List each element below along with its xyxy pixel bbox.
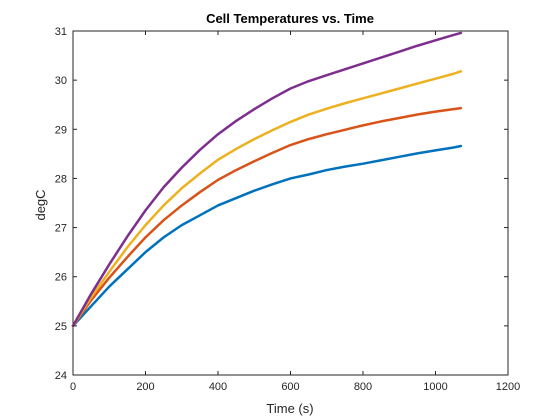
y-tick-label: 31 (55, 26, 67, 38)
chart-title: Cell Temperatures vs. Time (206, 11, 374, 26)
x-tick-label: 1200 (496, 381, 520, 393)
y-tick-label: 26 (55, 272, 67, 284)
x-tick-label: 1000 (423, 381, 447, 393)
x-tick-label: 0 (70, 381, 76, 393)
plot-area: 0 200 400 600 800 1000 1200 24 25 26 27 28 29 30 31 (55, 26, 520, 393)
y-tick-label: 30 (55, 75, 67, 87)
y-axis-label: degC (33, 189, 48, 220)
x-tick-label: 600 (281, 381, 299, 393)
series-line-4 (71, 31, 463, 328)
y-tick-label: 29 (55, 124, 67, 136)
x-tick-label: 400 (209, 381, 227, 393)
x-axis-label: Time (s) (266, 401, 313, 416)
axes-box (72, 30, 509, 376)
x-tick-label: 800 (354, 381, 372, 393)
series-line-2 (71, 106, 463, 328)
y-tick-label: 28 (55, 173, 67, 185)
series-line-3 (71, 70, 463, 328)
y-tick-label: 24 (55, 370, 67, 382)
x-tick-label: 200 (136, 381, 154, 393)
y-tick-label: 25 (55, 321, 67, 333)
y-tick-label: 27 (55, 223, 67, 235)
series-line-1 (71, 144, 463, 328)
